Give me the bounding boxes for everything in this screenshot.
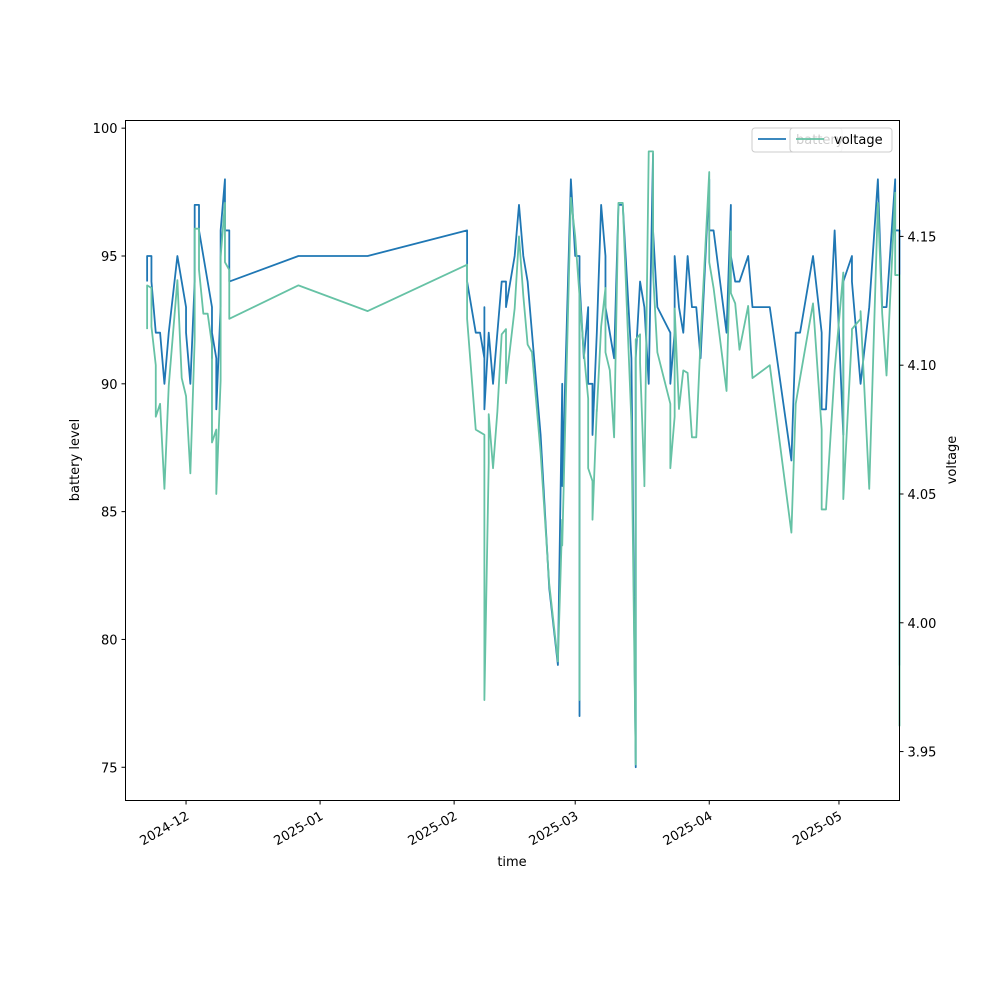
y-right-tick-label: 3.95 (908, 746, 937, 761)
legend-box (789, 127, 893, 153)
y-left-tick-label: 80 (101, 633, 118, 648)
series-line-voltage (146, 150, 901, 766)
y-right-tick-label: 4.10 (908, 359, 937, 374)
y-right-tick-label: 4.00 (908, 617, 937, 632)
y-axis-left: 75 80 85 90 95 100 (93, 122, 126, 776)
x-tick-label: 2025-02 (406, 809, 461, 849)
x-tick-label: 2025-04 (661, 809, 716, 849)
legend-label: voltage (834, 133, 883, 148)
y-left-tick-label: 75 (101, 761, 118, 776)
legends: batteryvoltage (751, 127, 893, 153)
y-right-tick-label: 4.05 (908, 488, 937, 503)
plot-lines (146, 150, 901, 769)
x-tick-label: 2025-03 (527, 809, 582, 849)
y-left-tick-label: 85 (101, 506, 118, 521)
y-axis-right: 3.95 4.00 4.05 4.10 4.15 (899, 230, 937, 761)
x-axis: 2024-12 2025-01 2025-02 2025-03 2025-04 2025-… (137, 800, 845, 849)
y-right-tick-label: 4.15 (908, 230, 937, 245)
y-axis-right-label: voltage (945, 436, 960, 485)
x-tick-label: 2025-01 (272, 809, 327, 849)
y-axis-left-label: battery level (68, 419, 83, 502)
y-left-tick-label: 100 (93, 122, 118, 137)
plot-frame (125, 120, 900, 801)
y-left-tick-label: 95 (101, 250, 118, 265)
x-tick-label: 2024-12 (137, 809, 192, 849)
legend-voltage: voltage (789, 127, 893, 153)
x-axis-label: time (497, 855, 526, 870)
y-left-tick-label: 90 (101, 378, 118, 393)
x-tick-label: 2025-05 (790, 809, 845, 849)
series-line-battery (146, 152, 901, 769)
